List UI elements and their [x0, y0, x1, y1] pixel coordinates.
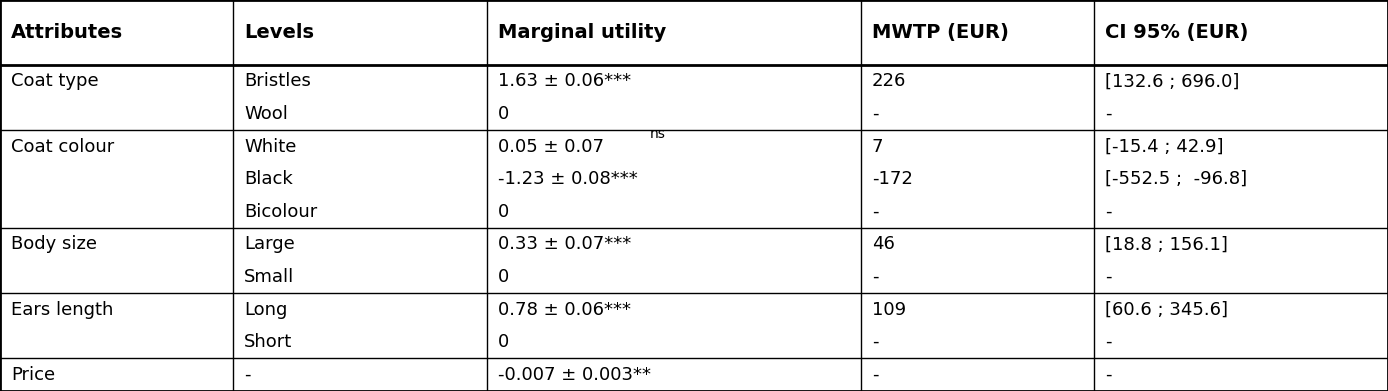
Text: [18.8 ; 156.1]: [18.8 ; 156.1] — [1105, 235, 1228, 253]
Text: Bristles: Bristles — [244, 72, 311, 90]
Text: -: - — [1105, 366, 1112, 384]
Text: -: - — [872, 333, 879, 351]
Text: Large: Large — [244, 235, 296, 253]
Text: -1.23 ± 0.08***: -1.23 ± 0.08*** — [498, 170, 638, 188]
Text: -: - — [872, 203, 879, 221]
Text: -: - — [872, 366, 879, 384]
Text: 109: 109 — [872, 301, 906, 319]
Text: -: - — [1105, 268, 1112, 286]
Text: 0: 0 — [498, 203, 509, 221]
Text: -: - — [1105, 203, 1112, 221]
Text: -: - — [872, 105, 879, 123]
Text: ns: ns — [650, 127, 665, 141]
Text: Long: Long — [244, 301, 287, 319]
Text: 0.05 ± 0.07: 0.05 ± 0.07 — [498, 138, 604, 156]
Text: 226: 226 — [872, 72, 906, 90]
Text: [60.6 ; 345.6]: [60.6 ; 345.6] — [1105, 301, 1228, 319]
Text: Coat colour: Coat colour — [11, 138, 114, 156]
Text: 0.33 ± 0.07***: 0.33 ± 0.07*** — [498, 235, 632, 253]
Text: -: - — [244, 366, 251, 384]
Text: Bicolour: Bicolour — [244, 203, 318, 221]
Text: 1.63 ± 0.06***: 1.63 ± 0.06*** — [498, 72, 632, 90]
Text: White: White — [244, 138, 297, 156]
Text: MWTP (EUR): MWTP (EUR) — [872, 23, 1009, 42]
Text: -: - — [1105, 105, 1112, 123]
Text: -: - — [1105, 333, 1112, 351]
Text: -: - — [872, 268, 879, 286]
Text: Price: Price — [11, 366, 56, 384]
Text: CI 95% (EUR): CI 95% (EUR) — [1105, 23, 1248, 42]
Text: -172: -172 — [872, 170, 912, 188]
Text: 46: 46 — [872, 235, 894, 253]
Text: Coat type: Coat type — [11, 72, 99, 90]
Text: Short: Short — [244, 333, 293, 351]
Text: [-15.4 ; 42.9]: [-15.4 ; 42.9] — [1105, 138, 1223, 156]
Text: [132.6 ; 696.0]: [132.6 ; 696.0] — [1105, 72, 1239, 90]
Text: Ears length: Ears length — [11, 301, 114, 319]
Text: 0: 0 — [498, 105, 509, 123]
Text: Levels: Levels — [244, 23, 314, 42]
Text: -0.007 ± 0.003**: -0.007 ± 0.003** — [498, 366, 651, 384]
Text: 0: 0 — [498, 333, 509, 351]
Text: 0: 0 — [498, 268, 509, 286]
Text: Wool: Wool — [244, 105, 289, 123]
Text: Small: Small — [244, 268, 294, 286]
Text: Marginal utility: Marginal utility — [498, 23, 666, 42]
Text: 7: 7 — [872, 138, 883, 156]
Text: [-552.5 ;  -96.8]: [-552.5 ; -96.8] — [1105, 170, 1246, 188]
Text: Black: Black — [244, 170, 293, 188]
Text: Attributes: Attributes — [11, 23, 124, 42]
Text: Body size: Body size — [11, 235, 97, 253]
Text: 0.78 ± 0.06***: 0.78 ± 0.06*** — [498, 301, 632, 319]
